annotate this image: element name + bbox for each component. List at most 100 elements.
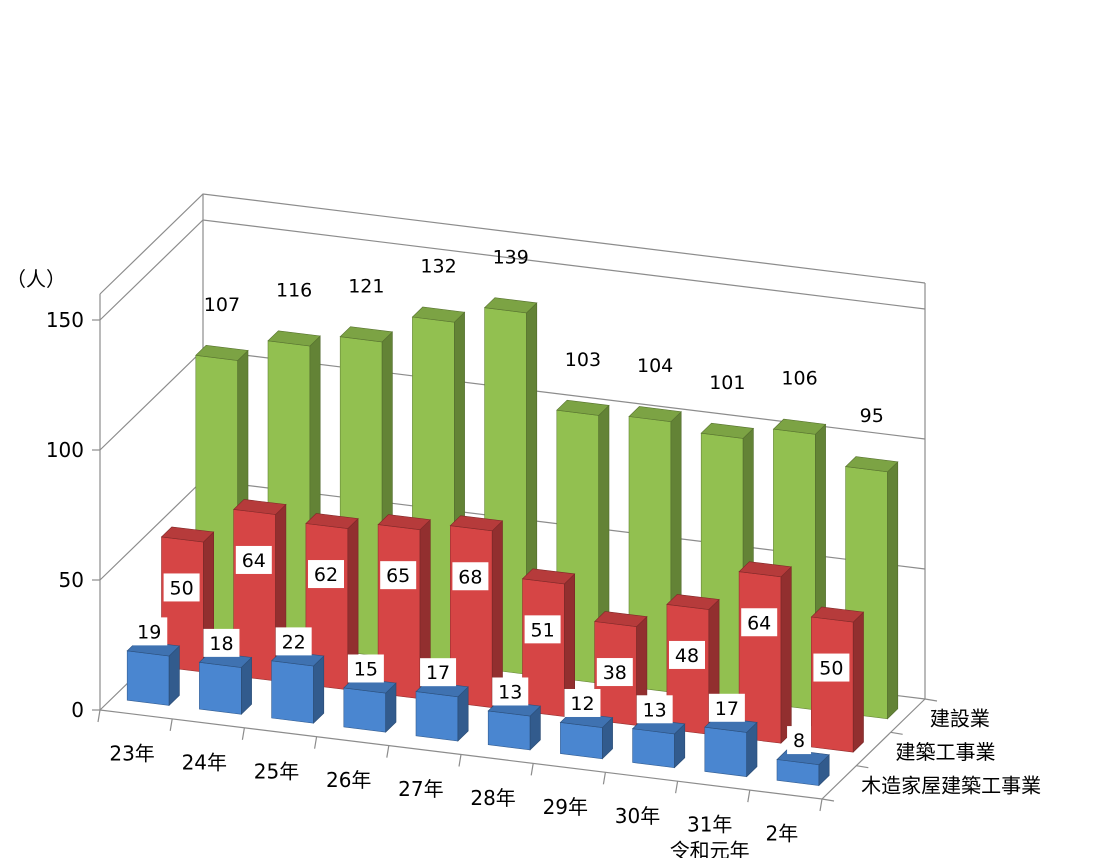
data-label-text: 132 [420, 256, 456, 278]
bar-side [313, 655, 325, 724]
bar-front [560, 722, 603, 760]
bar-side [887, 461, 899, 720]
bar-front [632, 728, 675, 769]
bar-front [522, 578, 565, 717]
x-tick-label: 24年 [182, 750, 227, 774]
data-label-box [669, 640, 705, 669]
data-label-text: 51 [531, 619, 555, 641]
x-tick-label: 23年 [109, 741, 154, 765]
x-tick-label: 26年 [326, 768, 371, 792]
data-label-text: 12 [570, 693, 594, 715]
bar-front [449, 525, 493, 708]
data-label: 50 [163, 573, 200, 602]
data-label: 64 [741, 608, 778, 637]
x-tick [97, 709, 101, 723]
x-tick [314, 736, 318, 749]
bar-top [772, 418, 827, 435]
data-label: 106 [781, 368, 817, 390]
bar-front [126, 650, 170, 706]
data-label-box [380, 561, 417, 590]
bar-top [844, 456, 899, 473]
x-tick-label: 2年 [766, 822, 799, 846]
depth-tick [890, 731, 903, 735]
x-tick-label: 29年 [543, 795, 588, 819]
depth-tick [924, 698, 938, 702]
depth-tick [821, 798, 835, 802]
data-label: 51 [524, 615, 561, 644]
data-label: 18 [203, 628, 240, 657]
data-label: 101 [709, 372, 745, 394]
x-tick-label: 25年 [254, 759, 299, 783]
data-label-text: 101 [709, 372, 745, 394]
bar [126, 640, 181, 707]
x-tick-label: 27年 [398, 777, 443, 801]
data-label-text: 19 [137, 621, 161, 643]
x-tick [819, 798, 823, 812]
x-tick-label: 31年 [687, 813, 732, 837]
bar [415, 681, 469, 742]
data-label: 48 [669, 640, 705, 669]
data-label: 12 [564, 688, 601, 717]
bar-front [487, 710, 531, 751]
data-label-box [564, 688, 601, 717]
data-label-text: 121 [348, 275, 384, 297]
data-label: 17 [708, 693, 745, 722]
data-label-box [347, 654, 384, 683]
data-label: 50 [813, 653, 850, 682]
bar-top [594, 611, 648, 627]
x-tick-label: 30年 [615, 804, 660, 828]
x-tick-label: 28年 [470, 786, 515, 810]
bar [631, 718, 686, 769]
bar-top [377, 514, 431, 531]
data-label: 13 [636, 695, 673, 724]
bar-front [666, 604, 710, 735]
x-tick [386, 745, 390, 758]
bar [810, 606, 865, 753]
data-label-box [275, 627, 312, 656]
y-tick-label: 100 [46, 438, 84, 462]
y-tick-label: 50 [59, 568, 84, 592]
data-label: 107 [204, 294, 240, 316]
data-label-text: 18 [209, 633, 233, 655]
x-tick [602, 772, 606, 785]
x-tick [675, 781, 679, 794]
bar-front [343, 687, 387, 733]
bar-top [267, 330, 321, 347]
data-label-box [163, 573, 200, 602]
y-tick-label: 150 [46, 308, 84, 332]
data-label-text: 62 [314, 564, 338, 586]
data-label: 132 [420, 256, 456, 278]
bar [738, 561, 792, 744]
bar-top [305, 513, 359, 529]
data-label-text: 64 [242, 550, 266, 572]
data-label-text: 139 [493, 246, 529, 268]
bar [704, 716, 758, 778]
series-label: 木造家屋建築工事業 [861, 773, 1041, 797]
data-label-text: 64 [747, 612, 771, 634]
bar [487, 700, 542, 751]
data-label-text: 22 [282, 631, 306, 653]
series-label: 建設業 [930, 707, 990, 731]
bar-front [738, 571, 782, 744]
y-tick-label: 0 [71, 698, 84, 722]
bar-top [810, 606, 865, 623]
data-label-text: 68 [458, 566, 482, 588]
bar-top [628, 406, 682, 423]
data-label-text: 95 [860, 405, 884, 427]
data-label-text: 103 [565, 349, 601, 371]
data-label-text: 17 [426, 662, 450, 684]
data-label-box [741, 608, 778, 637]
bar-top [556, 399, 610, 416]
x-tick [241, 727, 245, 740]
bar-top [666, 594, 720, 610]
data-label-text: 104 [637, 355, 673, 377]
bar-top [483, 297, 538, 314]
data-label-box [131, 617, 168, 646]
data-label-text: 50 [170, 577, 194, 599]
bar [343, 677, 397, 733]
data-label: 62 [308, 560, 344, 589]
bar-front [271, 660, 314, 724]
bar-top [700, 422, 755, 439]
x-tick-label: 令和元年 [670, 839, 750, 858]
